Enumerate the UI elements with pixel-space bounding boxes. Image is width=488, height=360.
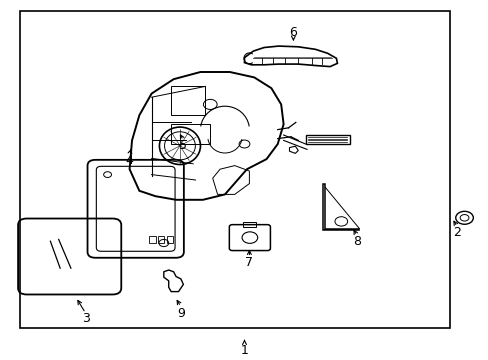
Bar xyxy=(166,236,173,243)
Text: 9: 9 xyxy=(177,307,184,320)
Text: 2: 2 xyxy=(452,226,460,239)
Text: 7: 7 xyxy=(245,256,253,269)
Text: 3: 3 xyxy=(81,312,89,325)
Text: 1: 1 xyxy=(240,345,248,357)
Bar xyxy=(20,11,449,328)
Bar xyxy=(158,236,164,243)
Bar xyxy=(149,236,155,243)
Text: 4: 4 xyxy=(125,154,133,167)
Text: 6: 6 xyxy=(289,26,297,39)
Text: 5: 5 xyxy=(179,139,187,152)
Text: 8: 8 xyxy=(352,235,360,248)
